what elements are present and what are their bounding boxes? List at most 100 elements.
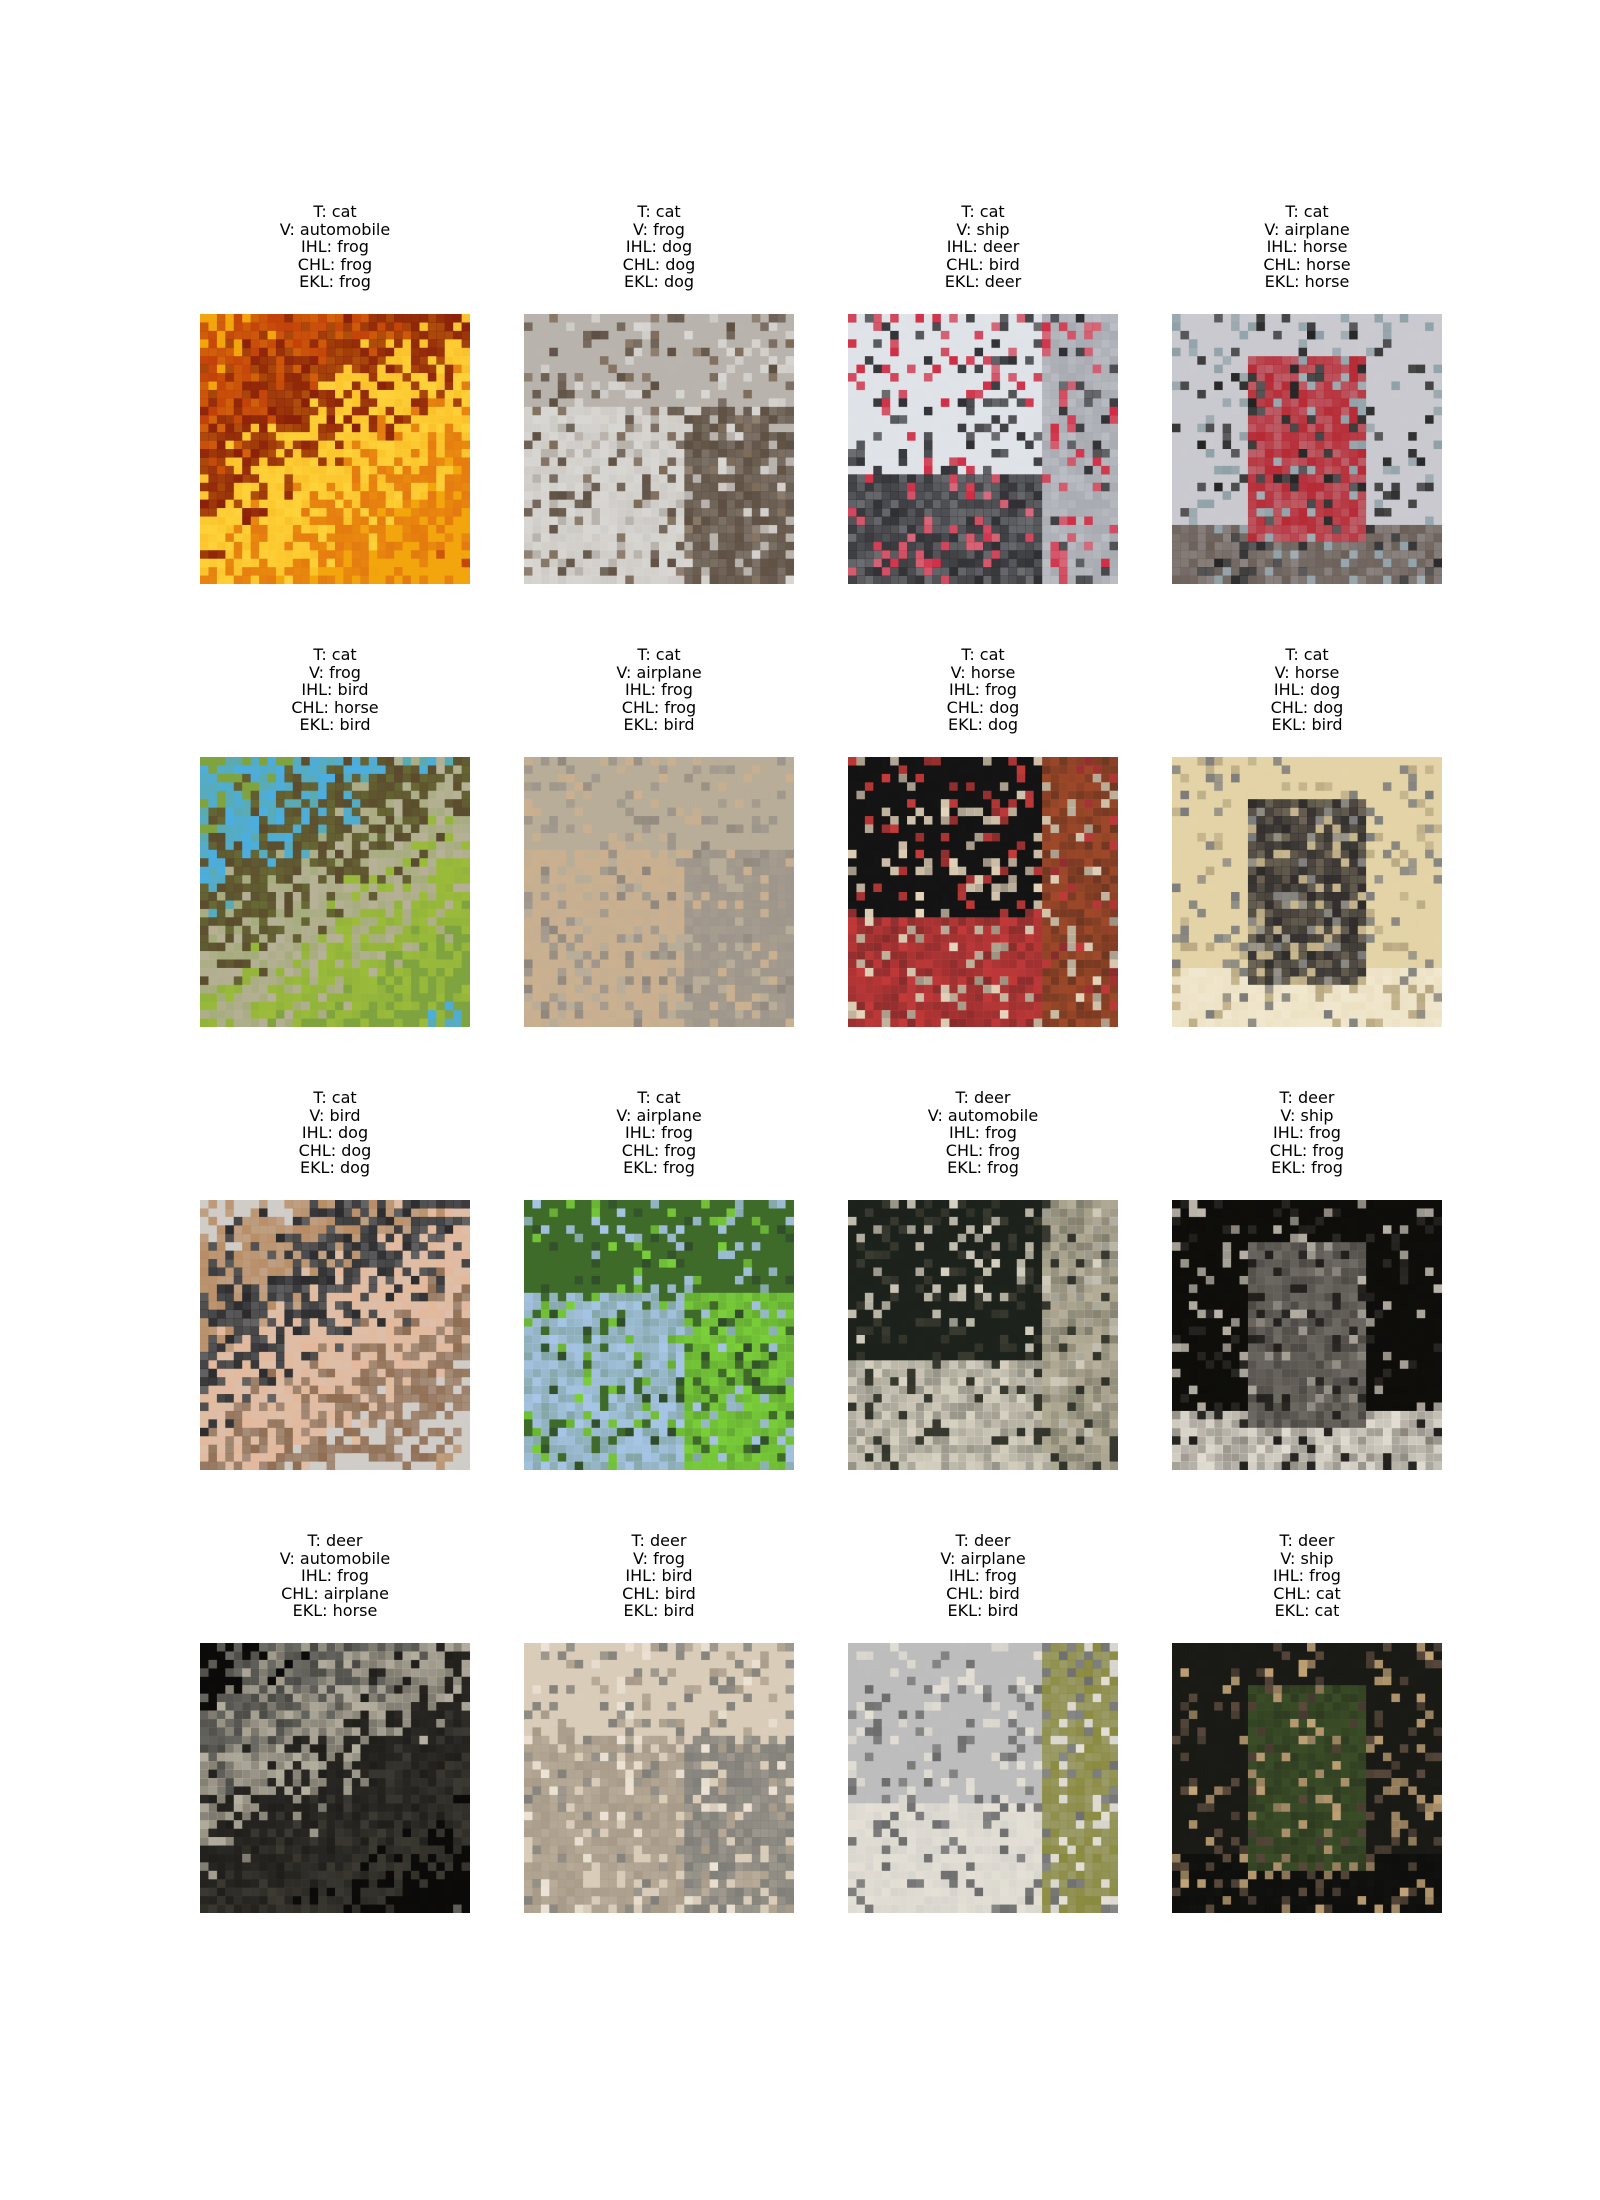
caption-chl-line: CHL: airplane: [281, 1583, 389, 1603]
thumbnail: [848, 1200, 1118, 1470]
caption-chl-line: CHL: bird: [946, 1583, 1020, 1603]
thumbnail-image: [524, 1643, 794, 1913]
caption-v-line: V: automobile: [279, 1548, 391, 1568]
caption-chl-line: CHL: dog: [1270, 697, 1344, 717]
thumbnail: [200, 1643, 470, 1913]
caption-v-line: V: airplane: [940, 1548, 1026, 1568]
panel-caption: T: cat V: airplane IHL: frog CHL: frog EKL: …: [524, 646, 794, 742]
caption-v-line: V: automobile: [279, 219, 391, 239]
thumbnail-image: [848, 314, 1118, 584]
caption-ekl-line: EKL: deer: [944, 272, 1022, 292]
caption-ihl-line: IHL: horse: [1266, 237, 1348, 257]
caption-ekl-line: EKL: horse: [292, 1601, 378, 1621]
caption-t-line: T: cat: [1285, 202, 1329, 221]
caption-ihl-line: IHL: dog: [625, 237, 693, 257]
thumbnail: [200, 314, 470, 584]
caption-chl-line: CHL: frog: [621, 697, 697, 717]
thumbnail-image: [848, 757, 1118, 1027]
thumbnail: [200, 757, 470, 1027]
caption-t-line: T: cat: [313, 202, 357, 221]
thumbnail-image: [200, 314, 470, 584]
thumbnail: [1172, 1200, 1442, 1470]
thumbnail-image: [848, 1643, 1118, 1913]
caption-chl-line: CHL: bird: [946, 254, 1020, 274]
panel-caption: T: deer V: automobile IHL: frog CHL: airpla…: [200, 1532, 470, 1628]
thumbnail: [848, 1643, 1118, 1913]
caption-ekl-line: EKL: bird: [947, 1601, 1019, 1621]
caption-v-line: V: automobile: [927, 1105, 1039, 1125]
thumbnail-image: [200, 757, 470, 1027]
thumbnail-image: [524, 757, 794, 1027]
panel-caption: T: cat V: automobile IHL: frog CHL: frog EKL…: [200, 203, 470, 299]
caption-ihl-line: IHL: dog: [1273, 680, 1341, 700]
caption-ihl-line: IHL: frog: [949, 1566, 1017, 1586]
caption-v-line: V: horse: [1274, 662, 1340, 682]
caption-ekl-line: EKL: dog: [947, 715, 1019, 735]
caption-t-line: T: cat: [637, 1088, 681, 1107]
caption-chl-line: CHL: frog: [945, 1140, 1021, 1160]
caption-ekl-line: EKL: horse: [1264, 272, 1350, 292]
caption-ihl-line: IHL: frog: [949, 680, 1017, 700]
caption-ekl-line: EKL: frog: [623, 1158, 695, 1178]
caption-ihl-line: IHL: frog: [1273, 1566, 1341, 1586]
caption-ekl-line: EKL: dog: [623, 272, 695, 292]
thumbnail-image: [524, 314, 794, 584]
panel-caption: T: cat V: bird IHL: dog CHL: dog EKL: dog: [200, 1089, 470, 1185]
caption-t-line: T: cat: [637, 202, 681, 221]
thumbnail: [200, 1200, 470, 1470]
thumbnail-image: [1172, 314, 1442, 584]
caption-t-line: T: cat: [1285, 645, 1329, 664]
caption-v-line: V: airplane: [616, 662, 702, 682]
caption-chl-line: CHL: dog: [946, 697, 1020, 717]
caption-ekl-line: EKL: bird: [1271, 715, 1343, 735]
caption-v-line: V: frog: [633, 1548, 685, 1568]
panel-caption: T: deer V: airplane IHL: frog CHL: bird EKL:…: [848, 1532, 1118, 1628]
caption-t-line: T: cat: [961, 645, 1005, 664]
panel-caption: T: deer V: ship IHL: frog CHL: frog EKL: fro…: [1172, 1089, 1442, 1185]
caption-v-line: V: ship: [1280, 1548, 1334, 1568]
caption-v-line: V: bird: [309, 1105, 361, 1125]
thumbnail: [1172, 314, 1442, 584]
caption-t-line: T: cat: [313, 645, 357, 664]
thumbnail: [524, 757, 794, 1027]
caption-ihl-line: IHL: frog: [301, 1566, 369, 1586]
caption-ihl-line: IHL: bird: [301, 680, 369, 700]
caption-ihl-line: IHL: frog: [625, 1123, 693, 1143]
caption-ekl-line: EKL: frog: [947, 1158, 1019, 1178]
thumbnail: [848, 314, 1118, 584]
caption-chl-line: CHL: cat: [1273, 1583, 1341, 1603]
caption-chl-line: CHL: bird: [622, 1583, 696, 1603]
thumbnail-image: [524, 1200, 794, 1470]
caption-ekl-line: EKL: frog: [1271, 1158, 1343, 1178]
caption-chl-line: CHL: frog: [297, 254, 373, 274]
thumbnail: [524, 314, 794, 584]
caption-ihl-line: IHL: frog: [1273, 1123, 1341, 1143]
caption-chl-line: CHL: horse: [1263, 254, 1351, 274]
thumbnail: [1172, 1643, 1442, 1913]
thumbnail-image: [848, 1200, 1118, 1470]
panel-caption: T: cat V: horse IHL: dog CHL: dog EKL: bird: [1172, 646, 1442, 742]
caption-t-line: T: deer: [1279, 1088, 1335, 1107]
caption-t-line: T: deer: [307, 1531, 363, 1550]
caption-t-line: T: cat: [961, 202, 1005, 221]
panel-caption: T: cat V: airplane IHL: horse CHL: horse EKL…: [1172, 203, 1442, 299]
caption-v-line: V: airplane: [1264, 219, 1350, 239]
caption-ihl-line: IHL: deer: [946, 237, 1020, 257]
panel-caption: T: deer V: frog IHL: bird CHL: bird EKL: bir…: [524, 1532, 794, 1628]
panel-caption: T: deer V: automobile IHL: frog CHL: frog EK…: [848, 1089, 1118, 1185]
caption-ekl-line: EKL: frog: [299, 272, 371, 292]
thumbnail-image: [1172, 1200, 1442, 1470]
panel-caption: T: cat V: ship IHL: deer CHL: bird EKL: deer: [848, 203, 1118, 299]
caption-t-line: T: deer: [955, 1088, 1011, 1107]
caption-ekl-line: EKL: cat: [1274, 1601, 1340, 1621]
caption-ekl-line: EKL: bird: [299, 715, 371, 735]
thumbnail: [524, 1200, 794, 1470]
caption-v-line: V: ship: [1280, 1105, 1334, 1125]
caption-v-line: V: ship: [956, 219, 1010, 239]
thumbnail-image: [200, 1200, 470, 1470]
caption-chl-line: CHL: dog: [622, 254, 696, 274]
caption-chl-line: CHL: dog: [298, 1140, 372, 1160]
caption-t-line: T: cat: [637, 645, 681, 664]
caption-ihl-line: IHL: frog: [949, 1123, 1017, 1143]
